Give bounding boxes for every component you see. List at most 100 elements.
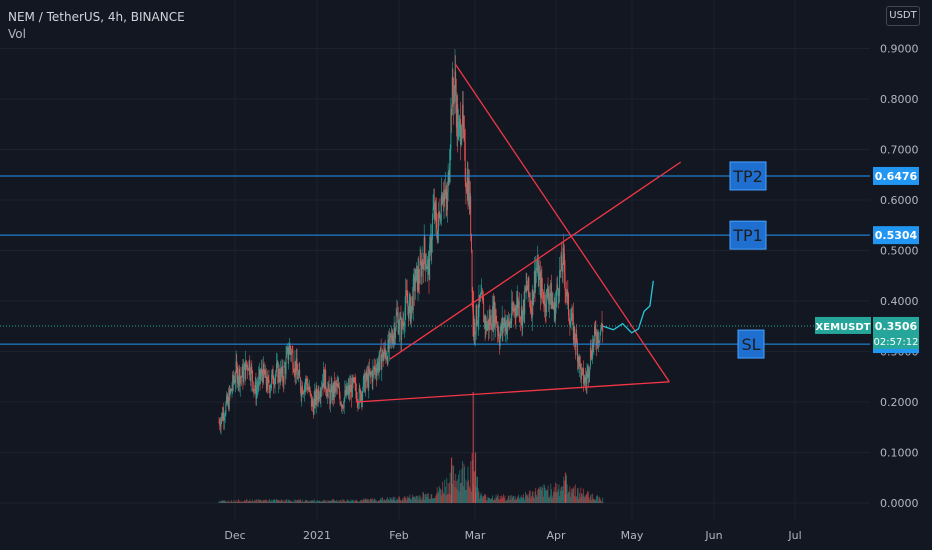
candle-body	[268, 379, 270, 387]
price-axis[interactable]: 0.90000.80000.70000.60000.50000.40000.30…	[880, 43, 919, 511]
y-tick-label: 0.2000	[880, 396, 919, 409]
volume-bar	[420, 496, 422, 503]
candle-body	[388, 334, 390, 350]
candle-body	[312, 400, 314, 407]
candle-body	[360, 393, 362, 402]
volume-bar	[306, 499, 308, 503]
candle-body	[596, 341, 598, 346]
time-axis[interactable]: Dec 2021 Feb Mar Apr May Jun Jul	[224, 529, 801, 542]
volume-bar	[561, 490, 563, 503]
volume-bar	[298, 500, 300, 503]
volume-bar	[594, 499, 595, 503]
volume-bar	[242, 501, 244, 503]
candle-body	[400, 317, 402, 341]
candle-body	[518, 301, 520, 309]
candle-body	[511, 302, 513, 321]
volume-bar	[522, 494, 524, 503]
volume-bar	[361, 499, 363, 503]
volume-bar	[569, 486, 571, 503]
candle-body	[496, 324, 498, 332]
candle-body	[247, 369, 249, 371]
volume-bar	[453, 480, 455, 503]
volume-bar	[247, 501, 249, 503]
candle-body	[519, 317, 521, 319]
candle-body	[501, 318, 503, 332]
volume-bar	[531, 496, 533, 503]
volume-bar	[225, 501, 227, 503]
volume-bar	[343, 499, 344, 503]
candle-body	[528, 277, 530, 294]
volume-bar	[268, 500, 270, 503]
volume-bar	[418, 494, 420, 503]
volume-bar	[560, 487, 562, 503]
candle-body	[533, 293, 535, 305]
volume-bar	[443, 494, 445, 503]
volume-bar	[260, 501, 262, 503]
volume-bar	[325, 501, 327, 503]
volume-bar	[436, 493, 437, 503]
volume-bar	[254, 500, 256, 503]
candle-body	[370, 371, 372, 375]
volume-bar	[360, 499, 362, 503]
candle-body	[249, 360, 251, 376]
candle-body	[399, 319, 401, 330]
candle-body	[241, 376, 243, 378]
candle-body	[559, 270, 561, 272]
candle-body	[473, 323, 475, 337]
candle-body	[224, 417, 225, 421]
currency-button[interactable]: USDT	[886, 6, 920, 26]
volume-bar	[504, 495, 506, 503]
volume-indicator-label[interactable]: Vol	[8, 27, 26, 41]
candle-body	[312, 406, 314, 415]
candle-body	[350, 384, 352, 392]
candle-body	[556, 284, 558, 295]
candle-body	[434, 203, 436, 220]
y-tick-label: 0.9000	[880, 43, 919, 56]
volume-bar	[468, 480, 470, 503]
volume-bar	[281, 500, 283, 503]
candle-body	[584, 377, 586, 383]
candle-body	[488, 317, 490, 330]
candle-body	[572, 314, 574, 341]
volume-bar	[243, 500, 245, 503]
volume-bar	[352, 500, 354, 503]
candle-body	[512, 308, 514, 311]
volume-bar	[337, 501, 339, 503]
candle-body	[507, 317, 509, 327]
volume-bar	[523, 497, 525, 503]
candle-body	[565, 290, 567, 292]
volume-bar	[490, 499, 491, 503]
volume-bar	[368, 499, 370, 503]
candle-body	[452, 76, 454, 94]
volume-bar	[245, 499, 247, 503]
volume-bar	[252, 499, 253, 503]
candle-body	[595, 330, 597, 342]
candle-body	[429, 237, 431, 244]
candle-body	[414, 282, 416, 292]
volume-bar	[579, 492, 580, 503]
candle-body	[330, 384, 332, 391]
candle-body	[593, 336, 595, 347]
volume-bar	[601, 501, 603, 503]
volume-bar	[322, 500, 324, 503]
volume-bar	[492, 500, 494, 503]
symbol-title[interactable]: NEM / TetherUS, 4h, BINANCE	[8, 10, 185, 24]
volume-bar	[378, 500, 380, 503]
volume-bar	[254, 500, 256, 503]
volume-bar	[277, 499, 279, 503]
price-tag-tp2: 0.6476	[875, 170, 918, 183]
volume-bar	[539, 486, 541, 503]
volume-bar	[357, 501, 359, 503]
volume-bar	[383, 499, 385, 503]
candle-body	[538, 273, 540, 287]
volume-bar	[278, 500, 280, 503]
candle-body	[397, 314, 399, 334]
candle-body	[540, 271, 541, 298]
volume-bar	[317, 500, 318, 503]
x-tick-label: May	[621, 529, 644, 542]
volume-bar	[224, 500, 226, 503]
candle-body	[364, 374, 366, 392]
volume-bar	[434, 498, 436, 503]
volume-bar	[537, 488, 539, 503]
